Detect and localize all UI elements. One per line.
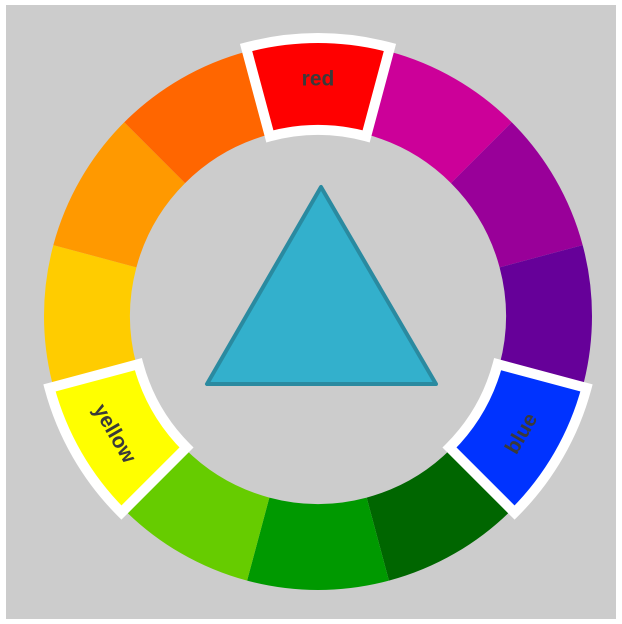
segments xyxy=(43,33,593,590)
wheel-segment xyxy=(247,497,389,590)
highlighted-segment xyxy=(43,358,194,520)
wheel-segment xyxy=(124,448,270,581)
segment-label: red xyxy=(302,68,335,91)
highlighted-segment xyxy=(442,358,593,520)
wheel-segment xyxy=(124,51,270,184)
wheel-segment xyxy=(499,245,592,387)
wheel-segment xyxy=(366,51,512,184)
wheel-segment xyxy=(366,448,512,581)
highlighted-segment xyxy=(239,33,397,143)
wheel-segment xyxy=(44,245,137,387)
triangle xyxy=(205,185,438,386)
wheel-segment xyxy=(450,122,583,268)
wheel-segment xyxy=(53,122,186,268)
